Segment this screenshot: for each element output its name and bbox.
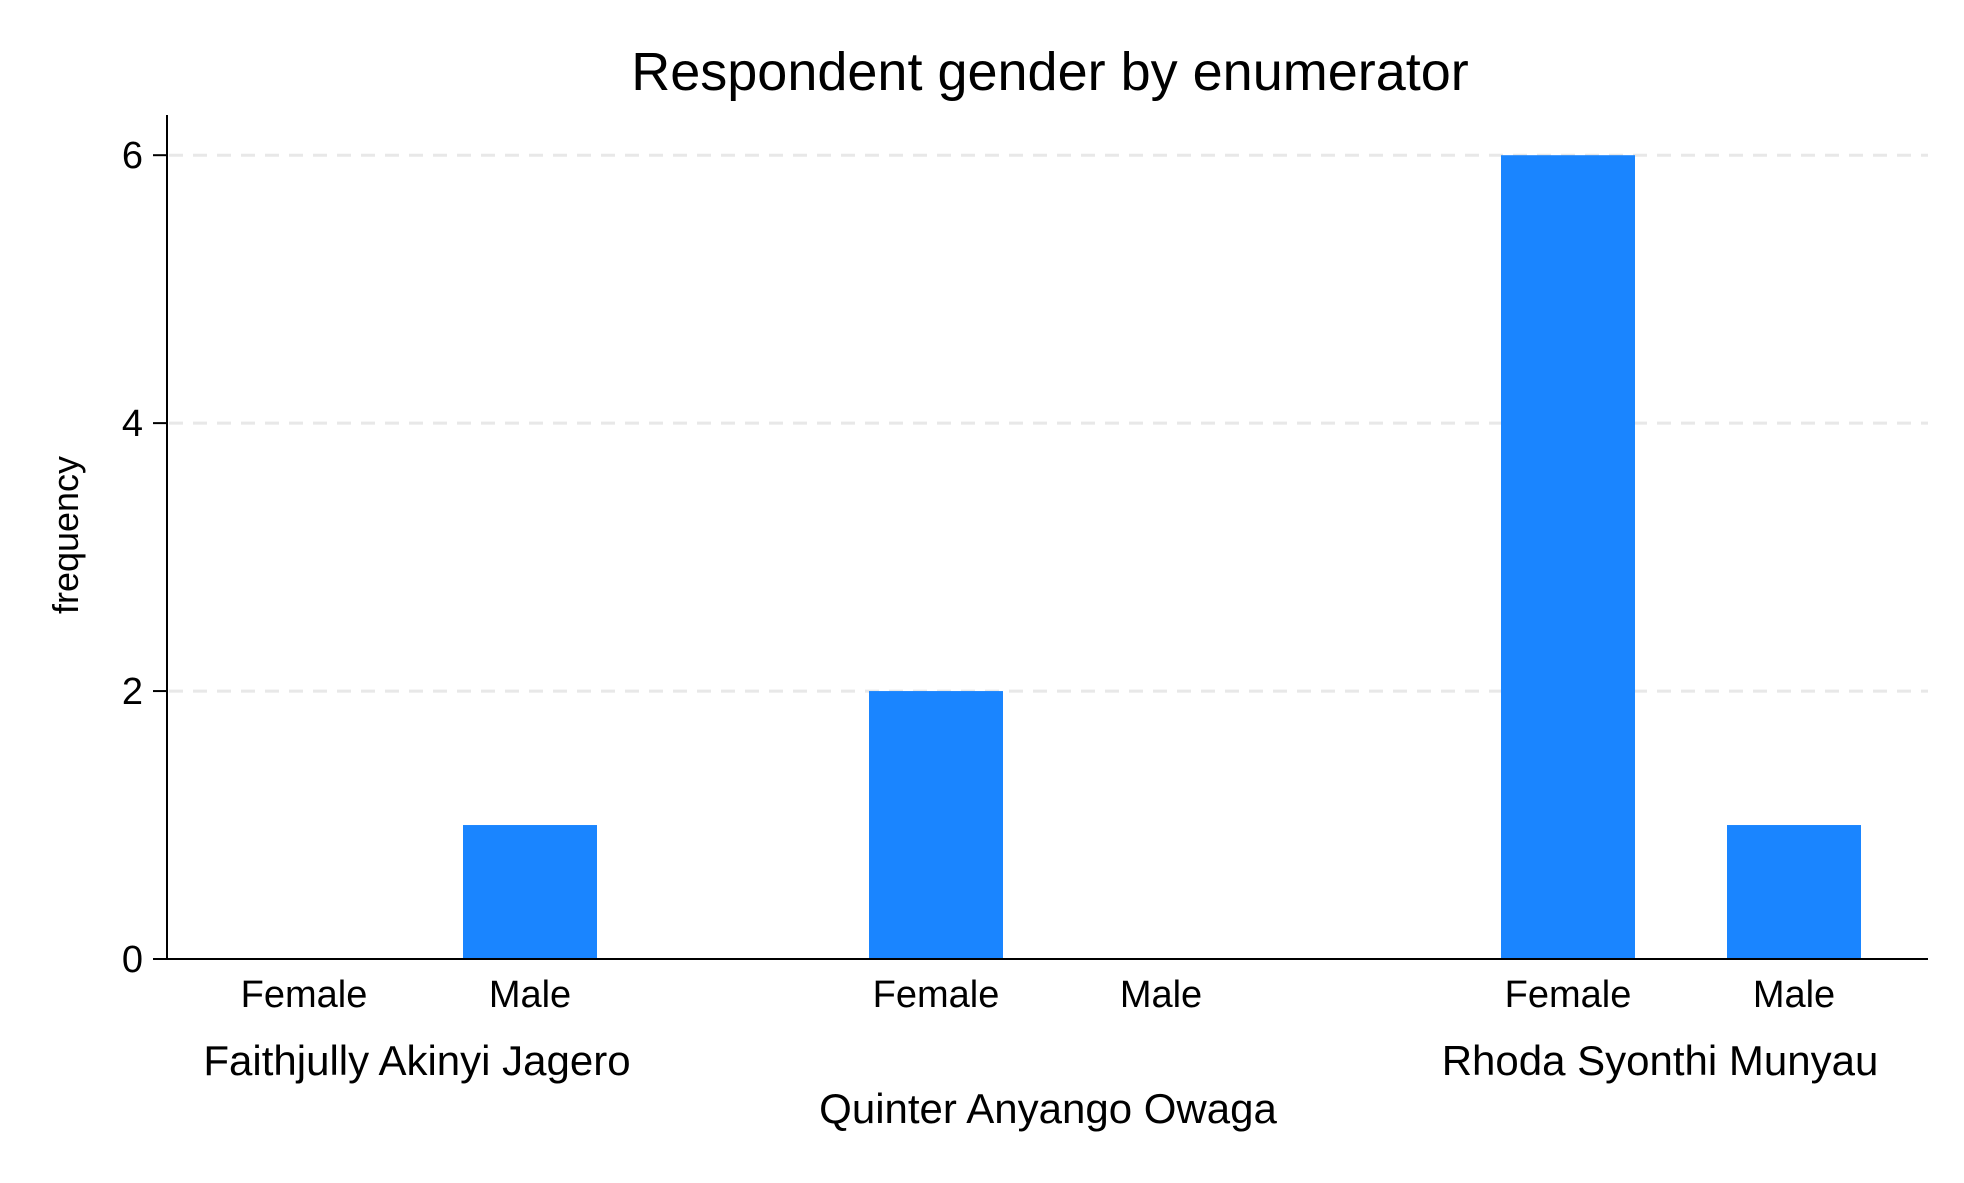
axes: [153, 115, 1928, 960]
bar-faithjully-akinyi-jagero-male: [463, 825, 597, 959]
bar-rhoda-syonthi-munyau-female: [1501, 155, 1635, 959]
axis-labels: 0 2 4 6 Female Male Faithjully Akinyi Jagero Fe…: [122, 135, 1878, 1132]
y-tick-label: 0: [122, 939, 143, 981]
y-tick-label: 6: [122, 135, 143, 177]
x-group-label: Quinter Anyango Owaga: [819, 1085, 1277, 1132]
y-tick-label: 4: [122, 403, 143, 445]
x-category-label: Male: [489, 974, 571, 1016]
bars: [463, 155, 1861, 959]
bar-quinter-anyango-owaga-female: [869, 691, 1003, 959]
x-category-label: Female: [873, 974, 1000, 1016]
chart-title: Respondent gender by enumerator: [631, 42, 1469, 102]
gridlines: [169, 153, 1928, 693]
y-axis-title: frequency: [45, 456, 86, 614]
y-tick-label: 2: [122, 671, 143, 713]
x-category-label: Female: [241, 974, 368, 1016]
bar-rhoda-syonthi-munyau-male: [1727, 825, 1861, 959]
x-group-label: Rhoda Syonthi Munyau: [1442, 1037, 1879, 1084]
x-group-label: Faithjully Akinyi Jagero: [203, 1037, 630, 1084]
x-category-label: Female: [1505, 974, 1632, 1016]
x-category-label: Male: [1753, 974, 1835, 1016]
x-category-label: Male: [1120, 974, 1202, 1016]
